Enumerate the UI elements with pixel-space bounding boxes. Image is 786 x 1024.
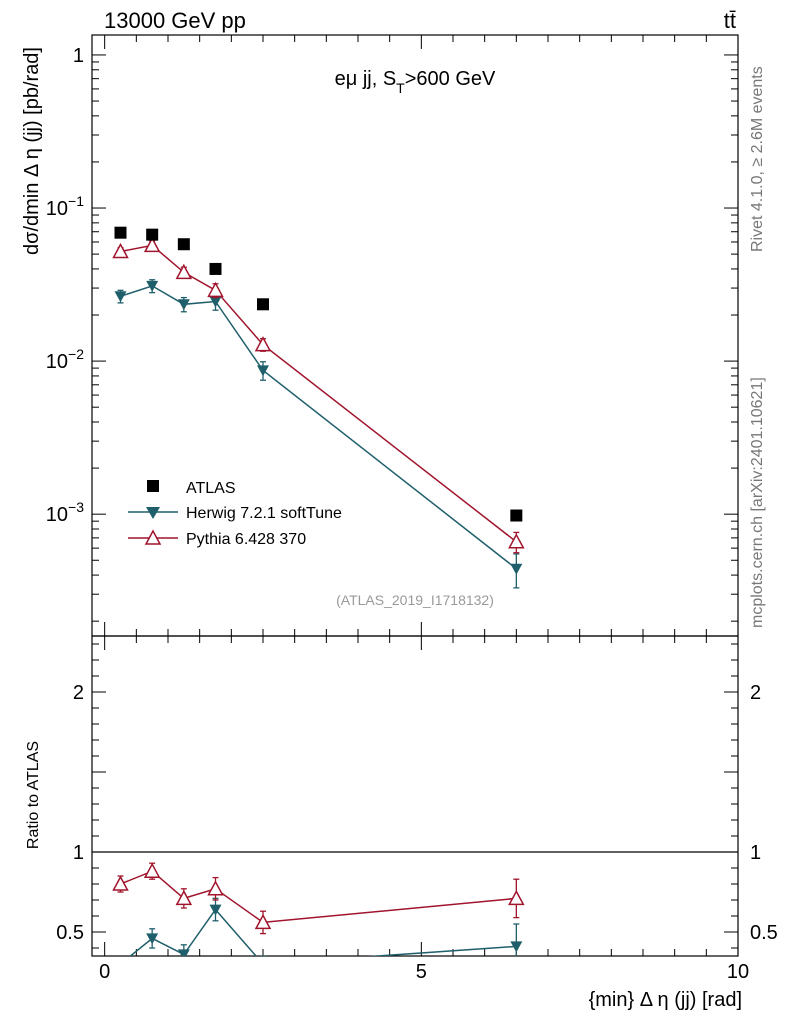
legend-marker-pythia [144, 529, 162, 545]
ratio-y-tick-label: 1 [73, 842, 84, 864]
pythia-ratio-point [254, 913, 272, 930]
main-axis-ticks [92, 35, 739, 636]
ratio-y-tick-labels: 0.5 0.5 1 1 2 2 [56, 682, 778, 944]
herwig-point [510, 563, 523, 575]
ratio-axis-ticks [92, 636, 739, 956]
herwig-point [177, 299, 190, 311]
ratio-plot-panel: 0.5 0.5 1 1 2 2 Ratio to ATLAS 0 5 10 {min} Δ η… [25, 635, 778, 1011]
y-tick-label: 10−2 [46, 346, 84, 373]
pythia-point [143, 236, 161, 253]
herwig-point [146, 280, 159, 292]
pythia-ratio-point [175, 889, 193, 906]
herwig-ratio-point [209, 904, 222, 916]
y-tick-label: 10−3 [46, 499, 84, 526]
pythia-point [207, 281, 224, 298]
ratio-series-layer [112, 862, 525, 956]
legend-label-pythia: Pythia 6.428 370 [186, 531, 306, 548]
herwig-ratio-point [510, 941, 523, 953]
pythia-ratio-point [143, 862, 161, 878]
herwig-line [120, 285, 517, 570]
atlas-point [146, 228, 159, 241]
x-tick-label: 0 [99, 961, 110, 983]
x-tick-labels: 0 5 10 [99, 961, 749, 983]
herwig-ratio-point [146, 933, 159, 945]
legend-marker-herwig [146, 507, 160, 519]
atlas-point [257, 298, 269, 311]
energy-label: 13000 GeV pp [104, 8, 246, 33]
pythia-ratio-point [508, 889, 525, 906]
pythia-point [112, 242, 129, 259]
main-series-layer [112, 226, 525, 589]
ratio-y-tick-label: 2 [73, 682, 84, 704]
atlas-point [510, 509, 523, 522]
herwig-point [114, 291, 127, 303]
x-tick-label: 5 [416, 961, 427, 983]
legend-label-atlas: ATLAS [186, 480, 236, 497]
ratio-y-axis-label: Ratio to ATLAS [25, 741, 42, 849]
atlas-point [177, 238, 190, 251]
pythia-ratio-point [112, 875, 129, 891]
pythia-point [254, 336, 272, 352]
y-axis-label: dσ/dmin Δ η (jj) [pb/rad] [21, 47, 43, 255]
main-y-tick-labels: 10−3 10−2 10−1 1 [46, 45, 84, 526]
pythia-line [120, 244, 517, 543]
pythia-point [175, 263, 193, 280]
pythia-point [508, 533, 525, 549]
herwig-point [257, 365, 269, 377]
pythia-ratio-point [207, 880, 224, 896]
rivet-version-label: Rivet 4.1.0, ≥ 2.6M events [749, 66, 766, 252]
x-tick-label: 10 [727, 961, 749, 983]
legend-label-herwig: Herwig 7.2.1 softTune [186, 505, 342, 522]
legend: ATLAS Herwig 7.2.1 softTune Pythia 6.428… [128, 480, 342, 548]
mcplots-label: mcplots.cern.ch [arXiv:2401.10621] [749, 377, 766, 628]
y-tick-label: 10−1 [46, 193, 84, 220]
herwig-point [209, 296, 222, 308]
legend-marker-atlas [147, 480, 159, 492]
ratio-y-tick-label-right: 1 [750, 842, 761, 864]
process-label: tt̄ [724, 8, 736, 33]
ratio-y-tick-label-right: 0.5 [750, 922, 778, 944]
y-tick-label: 1 [73, 45, 84, 67]
herwig-ratio-point [177, 949, 190, 956]
plot-title: eμ jj, ST>600 GeV [335, 68, 496, 96]
main-plot-panel: 10−3 10−2 10−1 1 eμ jj, ST>600 GeV (ATLAS_2… [21, 34, 739, 637]
analysis-tag: (ATLAS_2019_I1718132) [336, 592, 494, 608]
ratio-plot-frame [91, 635, 739, 957]
atlas-point [209, 262, 222, 275]
herwig-ratio-line [129, 908, 517, 956]
atlas-point [114, 226, 127, 239]
x-axis-label: {min} Δ η (jj) [rad] [589, 989, 742, 1011]
ratio-y-tick-label-right: 2 [750, 682, 761, 704]
ratio-y-tick-label: 0.5 [56, 922, 84, 944]
